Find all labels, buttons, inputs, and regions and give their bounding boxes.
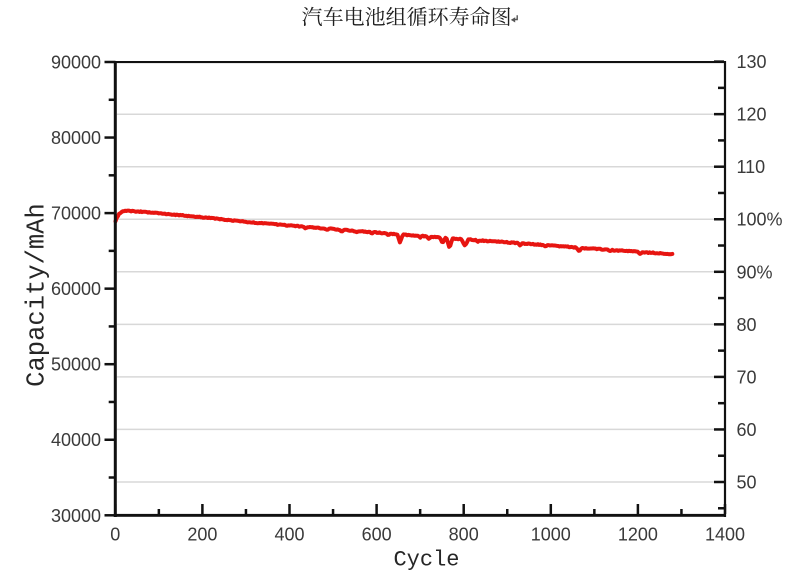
svg-text:110: 110 bbox=[737, 157, 766, 177]
svg-text:90%: 90% bbox=[737, 262, 773, 282]
svg-text:Capacity/mAh: Capacity/mAh bbox=[23, 203, 52, 387]
svg-text:70000: 70000 bbox=[51, 204, 101, 224]
svg-text:60000: 60000 bbox=[51, 279, 101, 299]
svg-text:50: 50 bbox=[737, 473, 757, 493]
svg-text:70: 70 bbox=[737, 367, 757, 387]
svg-text:30000: 30000 bbox=[51, 506, 101, 526]
svg-text:100%: 100% bbox=[737, 210, 783, 230]
svg-text:1000: 1000 bbox=[531, 525, 571, 545]
svg-text:80000: 80000 bbox=[51, 128, 101, 148]
svg-text:1400: 1400 bbox=[705, 525, 745, 545]
svg-text:Cycle: Cycle bbox=[393, 548, 459, 573]
svg-text:60: 60 bbox=[737, 420, 757, 440]
svg-text:40000: 40000 bbox=[51, 430, 101, 450]
svg-text:600: 600 bbox=[362, 525, 392, 545]
svg-text:0: 0 bbox=[110, 525, 120, 545]
svg-text:130: 130 bbox=[737, 52, 767, 72]
svg-text:400: 400 bbox=[274, 525, 304, 545]
svg-text:800: 800 bbox=[449, 525, 479, 545]
svg-text:90000: 90000 bbox=[51, 53, 101, 73]
svg-text:1200: 1200 bbox=[618, 525, 658, 545]
svg-text:200: 200 bbox=[187, 525, 217, 545]
svg-text:50000: 50000 bbox=[51, 355, 101, 375]
svg-text:80: 80 bbox=[737, 315, 757, 335]
svg-text:120: 120 bbox=[737, 105, 767, 125]
